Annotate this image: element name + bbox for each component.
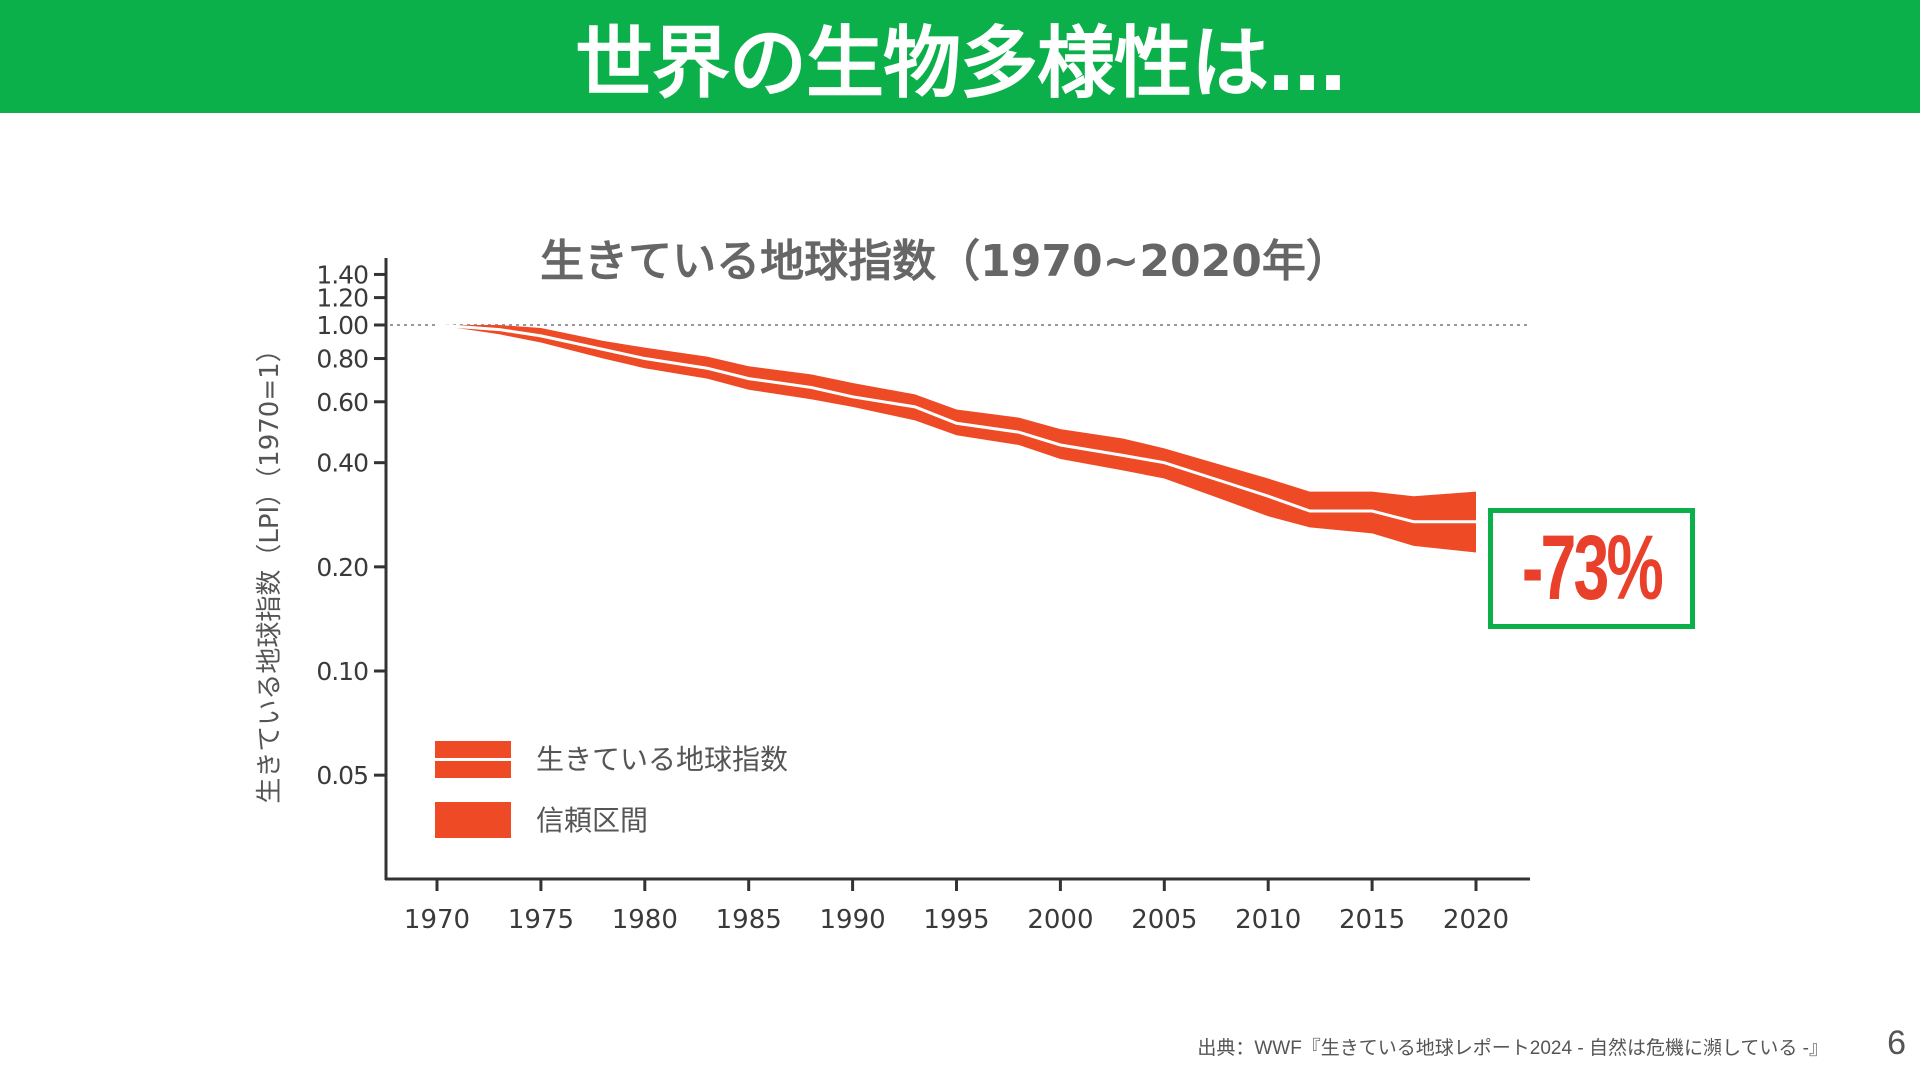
x-tick-label: 1975 <box>508 905 574 935</box>
chart-title: 生きている地球指数（1970~2020年） <box>540 236 1350 287</box>
legend-label-ci: 信頼区間 <box>536 804 648 837</box>
legend-swatch-ci <box>435 802 511 838</box>
y-tick-label: 0.60 <box>316 388 368 417</box>
y-tick-label: 1.40 <box>316 260 368 289</box>
x-tick-label: 2015 <box>1339 905 1405 935</box>
x-tick-label: 1985 <box>716 905 782 935</box>
x-tick-label: 2020 <box>1443 905 1509 935</box>
y-tick-label: 0.05 <box>316 761 368 790</box>
decline-value: -73% <box>1521 517 1664 619</box>
header-bar: 世界の生物多様性は… <box>0 0 1920 113</box>
x-tick-label: 1990 <box>820 905 886 935</box>
source-citation: 出典：WWF『生きている地球レポート2024 - 自然は危機に瀕している -』 <box>1197 1038 1828 1059</box>
y-tick-label: 0.80 <box>316 345 368 374</box>
y-tick-label: 0.40 <box>316 449 368 478</box>
x-tick-label: 2000 <box>1027 905 1093 935</box>
legend-label-index: 生きている地球指数 <box>536 743 788 776</box>
page-number: 6 <box>1887 1024 1906 1062</box>
y-tick-label: 0.20 <box>316 553 368 582</box>
x-tick-label: 1970 <box>404 905 470 935</box>
x-tick-label: 2010 <box>1235 905 1301 935</box>
y-tick-label: 1.20 <box>316 284 368 313</box>
x-tick-label: 2005 <box>1131 905 1197 935</box>
x-tick-label: 1980 <box>612 905 678 935</box>
y-axis-label: 生きている地球指数（LPI）（1970=1） <box>255 336 285 803</box>
decline-annotation: -73% <box>1488 508 1695 629</box>
y-tick-label: 0.10 <box>316 657 368 686</box>
lpi-line <box>436 323 1476 524</box>
y-tick-label: 1.00 <box>316 311 368 340</box>
x-tick-label: 1995 <box>923 905 989 935</box>
slide-title: 世界の生物多様性は… <box>574 18 1346 109</box>
confidence-band <box>437 325 1476 553</box>
